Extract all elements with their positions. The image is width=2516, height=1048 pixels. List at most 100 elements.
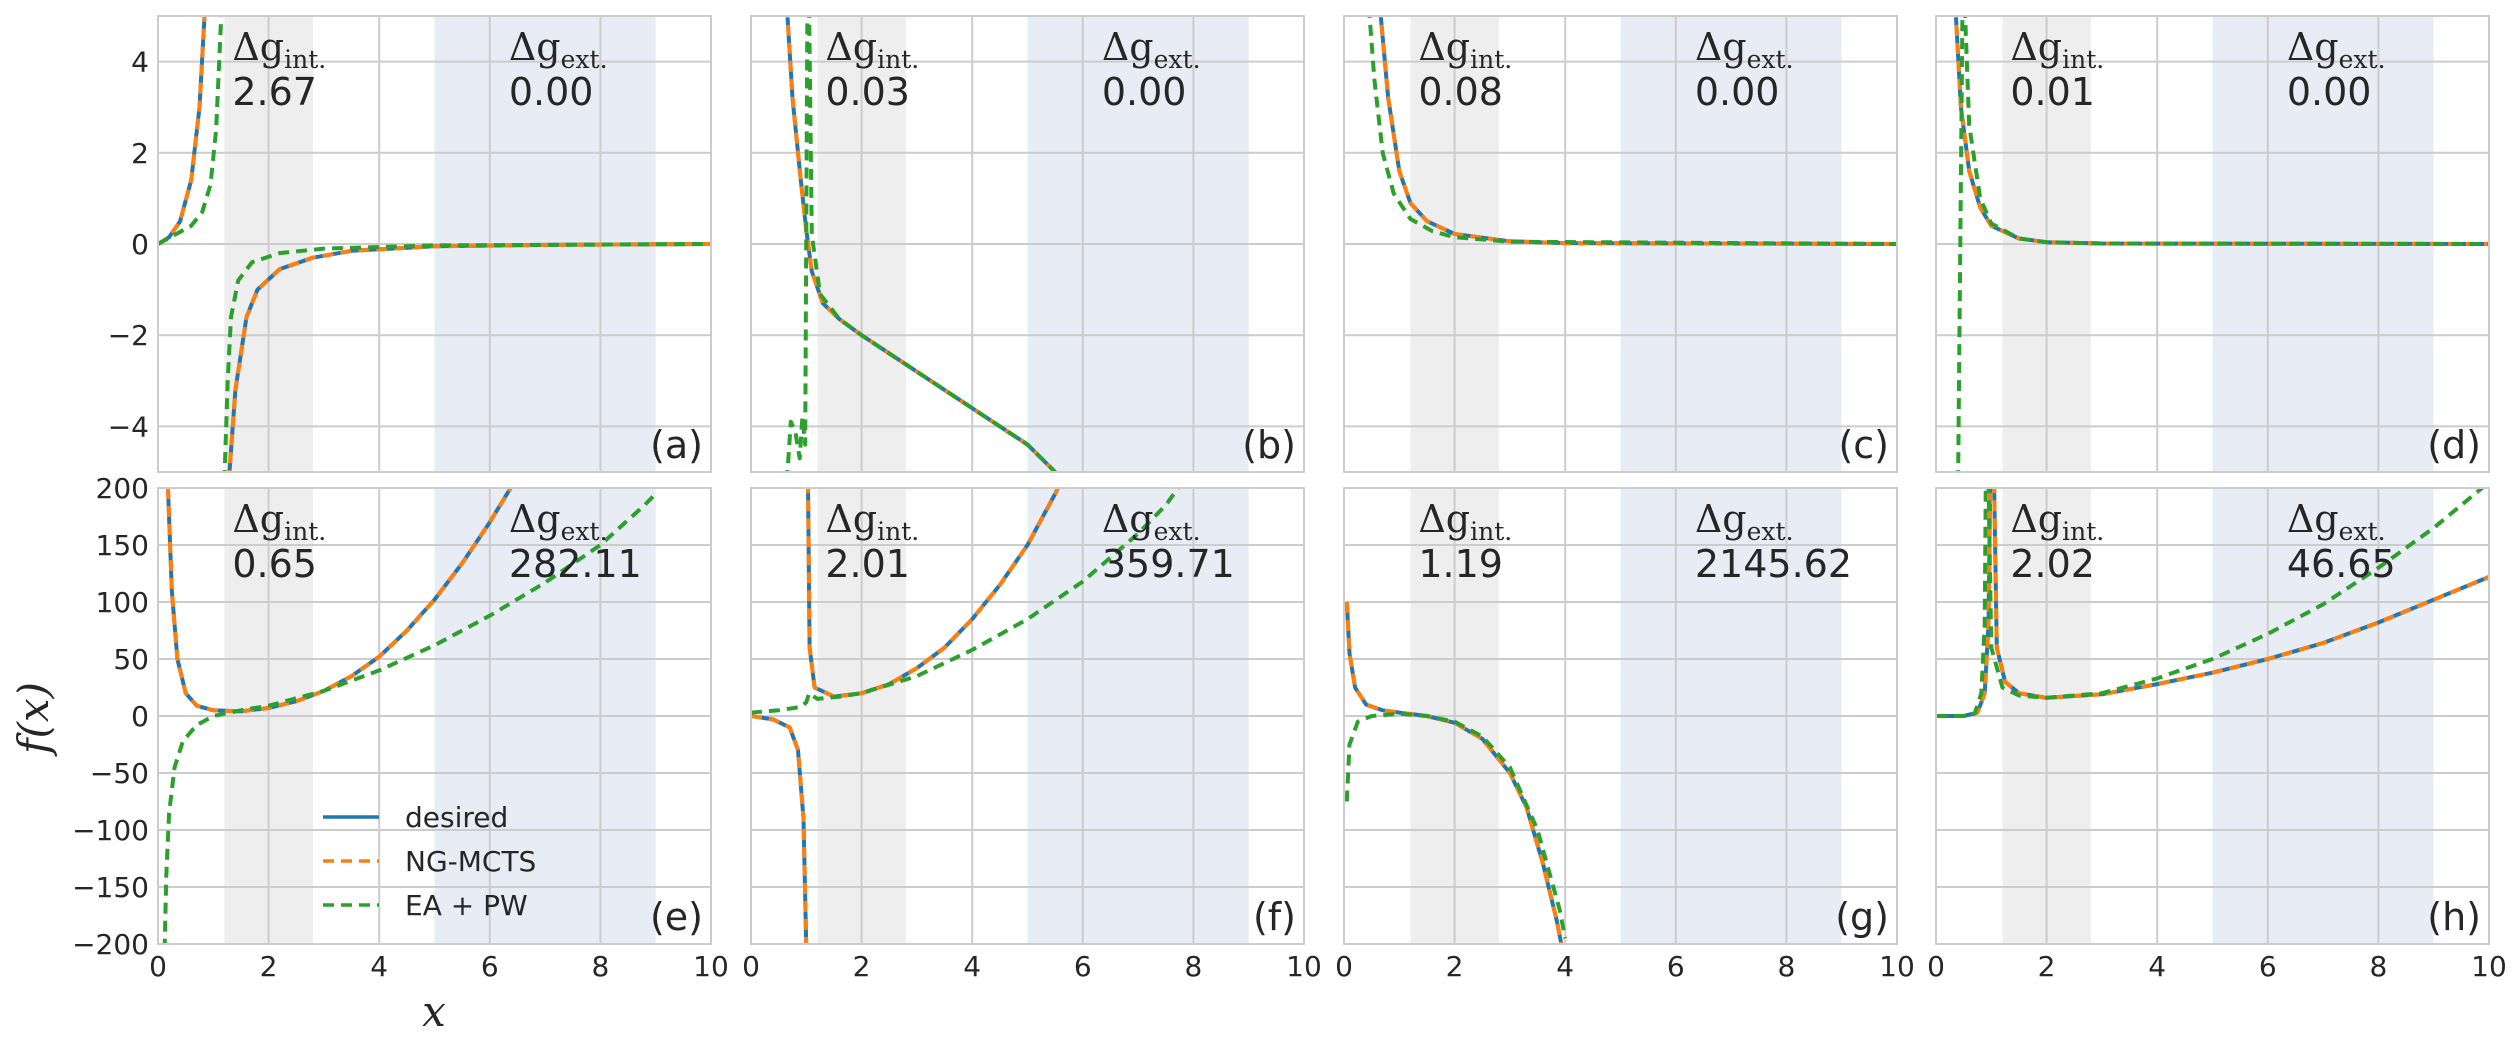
delta-g-int-label: Δgint.: [1418, 25, 1512, 74]
y-tick-label: −100: [72, 814, 149, 847]
delta-g-int-label: Δgint.: [2010, 25, 2104, 74]
delta-g-ext-label: Δgext.: [509, 25, 608, 74]
panel-frame: [157, 487, 712, 945]
x-tick-label: 0: [1335, 950, 1353, 983]
x-tick-label: 6: [1667, 950, 1685, 983]
x-tick-label: 6: [481, 950, 499, 983]
series-ng-mcts: [1992, 488, 2489, 700]
panels: Δgint.2.67Δgext.0.00(a)420−2−4Δgint.0.03…: [72, 15, 2507, 983]
series-ea-pw: [751, 488, 1181, 715]
series-desired: [751, 714, 809, 944]
y-tick-label: 0: [131, 700, 149, 733]
panel-frame: [1343, 487, 1898, 945]
delta-g-int-value: 0.03: [825, 70, 910, 114]
y-axis-title: f(x): [9, 682, 58, 757]
y-tick-label: −50: [90, 757, 149, 790]
x-tick-label: 10: [2471, 950, 2507, 983]
delta-g-ext-value: 0.00: [2287, 70, 2372, 114]
delta-g-ext-value: 0.00: [1102, 70, 1187, 114]
x-tick-label: 4: [2148, 950, 2166, 983]
delta-g-ext-value: 2145.62: [1695, 542, 1852, 586]
delta-g-ext-value: 0.00: [1695, 70, 1780, 114]
delta-g-int-value: 2.02: [2010, 542, 2095, 586]
x-tick-label: 8: [2369, 950, 2387, 983]
series-ea-pw: [1367, 16, 1897, 246]
x-tick-label: 4: [963, 950, 981, 983]
x-tick-label: 6: [1074, 950, 1092, 983]
delta-g-int-value: 2.67: [232, 70, 317, 114]
x-tick-label: 2: [1446, 950, 1464, 983]
panel-label: (h): [2427, 895, 2481, 939]
y-tick-label: −4: [108, 410, 149, 443]
y-tick-label: −2: [108, 319, 149, 352]
series-ea-pw: [1956, 16, 1965, 472]
delta-g-int-value: 0.01: [2010, 70, 2095, 114]
x-tick-label: 10: [693, 950, 729, 983]
delta-g-int-label: Δgint.: [825, 497, 919, 546]
panel-label: (d): [2427, 423, 2481, 467]
panel-frame: [750, 487, 1305, 945]
x-tick-label: 8: [591, 950, 609, 983]
delta-g-ext-value: 0.00: [509, 70, 594, 114]
y-tick-label: −150: [72, 871, 149, 904]
series-ea-pw: [158, 16, 224, 246]
y-tick-label: 0: [131, 228, 149, 261]
x-tick-label: 8: [1184, 950, 1202, 983]
series-ea-pw: [222, 242, 711, 472]
series-ea-pw: [162, 492, 658, 944]
y-tick-label: 150: [96, 529, 149, 562]
series-ng-mcts: [1953, 16, 2489, 246]
legend-label-desired: desired: [405, 801, 508, 834]
delta-g-int-value: 1.19: [1418, 542, 1503, 586]
x-tick-label: 10: [1286, 950, 1322, 983]
y-tick-label: 2: [131, 137, 149, 170]
delta-g-int-value: 0.08: [1418, 70, 1503, 114]
x-tick-label: 0: [149, 950, 167, 983]
y-tick-label: 100: [96, 586, 149, 619]
delta-g-ext-label: Δgext.: [1102, 497, 1201, 546]
x-tick-label: 2: [260, 950, 278, 983]
series-ea-pw: [1344, 711, 1568, 939]
y-tick-label: −200: [72, 928, 149, 961]
delta-g-int-label: Δgint.: [825, 25, 919, 74]
delta-g-int-value: 2.01: [825, 542, 910, 586]
delta-g-int-value: 0.65: [232, 542, 317, 586]
x-tick-label: 0: [742, 950, 760, 983]
series-ng-mcts: [227, 242, 711, 472]
delta-g-ext-value: 359.71: [1102, 542, 1235, 586]
delta-g-ext-value: 46.65: [2287, 542, 2396, 586]
x-tick-label: 2: [853, 950, 871, 983]
panel-label: (f): [1253, 895, 1296, 939]
panel-frame: [1935, 487, 2490, 945]
x-tick-label: 4: [1556, 950, 1574, 983]
panel-label: (c): [1838, 423, 1889, 467]
legend-label-ea-pw: EA + PW: [405, 889, 528, 922]
panel-label: (g): [1835, 895, 1889, 939]
x-tick-label: 8: [1777, 950, 1795, 983]
series-ea-pw: [1936, 488, 1988, 718]
delta-g-int-label: Δgint.: [232, 25, 326, 74]
series-ng-mcts: [158, 16, 207, 246]
panel-label: (b): [1242, 423, 1296, 467]
delta-g-ext-label: Δgext.: [509, 497, 608, 546]
legend-label-ng-mcts: NG-MCTS: [405, 845, 536, 878]
x-tick-label: 4: [370, 950, 388, 983]
panel-label: (a): [650, 423, 703, 467]
y-tick-label: 50: [113, 643, 149, 676]
panel-frame: [750, 15, 1305, 473]
x-tick-label: 2: [2038, 950, 2056, 983]
series-ea-pw: [785, 16, 810, 472]
panel-label: (e): [650, 895, 703, 939]
series-ng-mcts: [751, 714, 809, 944]
panel-a: Δgint.2.67 Δgext.0.00 (a) 4 2 0 −2 −4: [108, 15, 712, 473]
series-ea-pw: [807, 16, 1057, 472]
delta-g-ext-label: Δgext.: [2287, 497, 2386, 546]
panel-e: Δgint.0.65Δgext.282.11(e)200150100500−50…: [72, 472, 729, 983]
x-axis-title: x: [422, 987, 446, 1036]
series-ng-mcts: [166, 488, 513, 714]
series-ea-pw: [1963, 16, 2489, 246]
y-tick-label: 4: [131, 46, 149, 79]
delta-g-ext-label: Δgext.: [1695, 497, 1794, 546]
panel-frame: [1935, 15, 2490, 473]
